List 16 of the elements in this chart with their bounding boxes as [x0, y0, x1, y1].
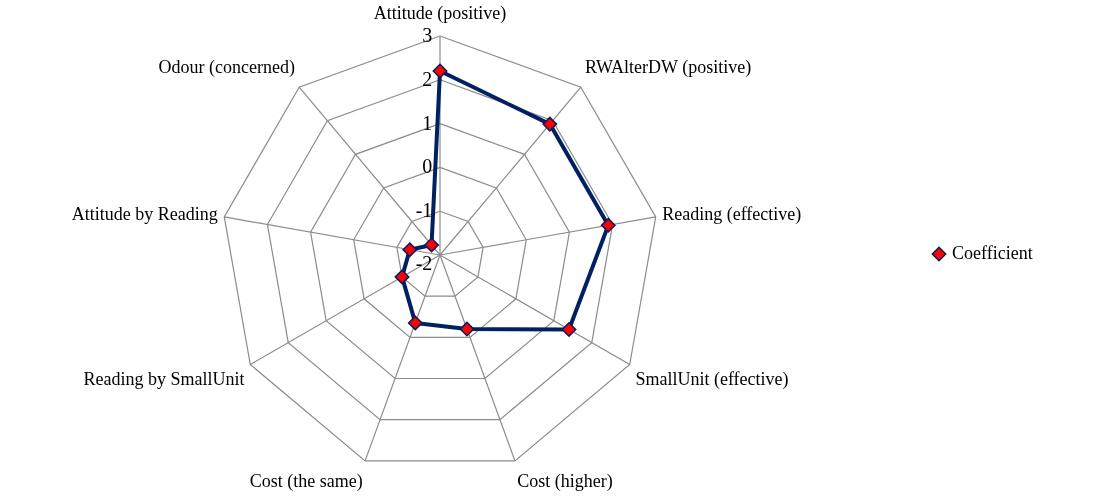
y-tick-label: -2	[415, 251, 433, 274]
y-tick-label: 2	[422, 67, 433, 90]
spoke-label: Attitude (positive)	[373, 2, 507, 24]
spoke-label: Reading by SmallUnit	[83, 369, 245, 390]
spoke-label: Reading (effective)	[662, 203, 802, 225]
spoke-label: SmallUnit (effective)	[635, 369, 789, 391]
spoke-label: Cost (the same)	[249, 471, 363, 493]
y-tick-label: 3	[422, 23, 433, 46]
spoke-label: RWAlterDW (positive)	[585, 57, 752, 79]
y-tick-label: 0	[422, 155, 433, 178]
spoke-label: Attitude by Reading	[71, 203, 218, 224]
y-tick-label: -1	[415, 199, 433, 222]
spoke-label: Cost (higher)	[517, 471, 613, 493]
y-tick-label: 1	[422, 111, 433, 134]
legend-label: Coefficient	[952, 243, 1033, 263]
spoke-label: Odour (concerned)	[158, 57, 295, 79]
